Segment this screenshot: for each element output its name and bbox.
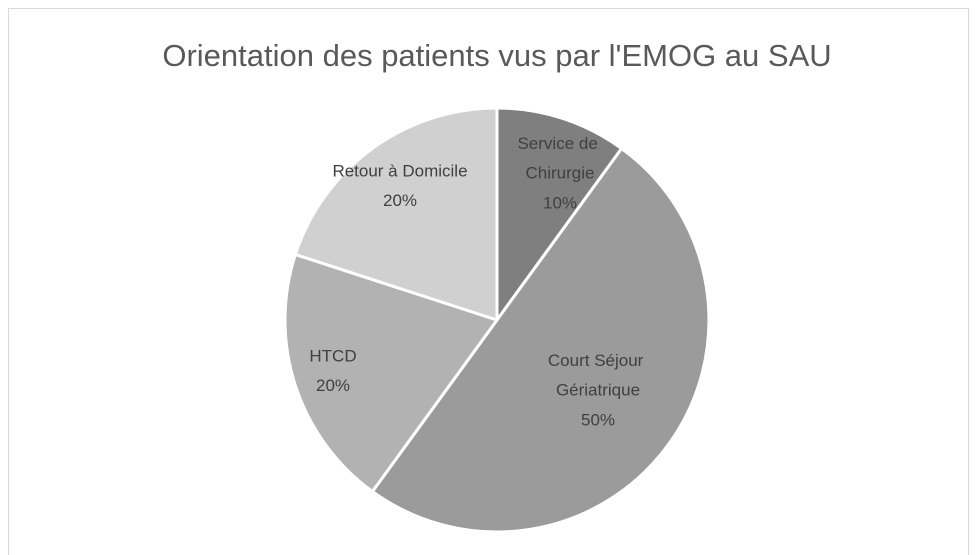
pie-slice xyxy=(283,252,499,494)
slice-value-label: 20% xyxy=(316,376,350,395)
slice-value-label: 50% xyxy=(581,410,615,429)
pie-slice xyxy=(495,106,624,322)
slice-category-label: Service de Chirurgie xyxy=(517,134,602,183)
slice-category-label: HTCD xyxy=(309,346,356,365)
slice-value-label: 10% xyxy=(543,193,577,212)
slice-value-label: 20% xyxy=(383,191,417,210)
pie-slice xyxy=(370,146,711,534)
slice-category-label: Retour à Domicile xyxy=(332,161,467,180)
slice-category-label: Court Séjour Gériatrique xyxy=(548,351,648,400)
pie-slice xyxy=(293,106,499,322)
chart-title: Orientation des patients vus par l'EMOG … xyxy=(162,38,831,73)
